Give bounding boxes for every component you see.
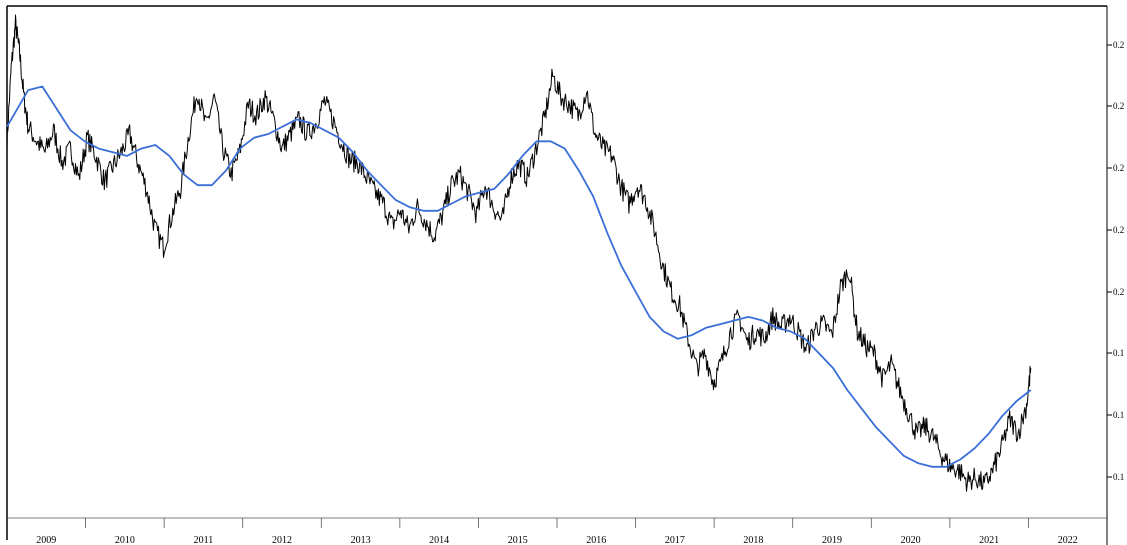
moving-average-line [6,85,1032,468]
x-tick-label: 2019 [822,535,842,545]
x-tick-label: 2021 [979,535,999,545]
x-tick-label: 2013 [351,535,371,545]
y-tick-label: 0.2 [1113,163,1124,173]
x-tick-label: 2011 [194,535,214,545]
x-tick-label: 2017 [665,535,685,545]
y-tick-label: 0.2 [1113,101,1124,111]
x-tick-label: 2010 [115,535,135,545]
x-tick-label: 2022 [1058,535,1078,545]
y-tick-label: 0.1 [1113,348,1124,358]
series-lines [6,14,1032,492]
x-tick-label: 2016 [586,535,606,545]
x-tick-label: 2018 [743,535,763,545]
y-axis-ticks: 0.2 0.2 0.2 0.2 0.2 0.1 0.1 0.1 [1107,40,1124,482]
x-axis-ticks: 2009 2010 2011 2012 2013 2014 2015 2016 2017 2018… [36,518,1078,545]
y-tick-label: 0.2 [1113,225,1124,235]
x-tick-label: 2009 [36,535,56,545]
price-line [6,14,1032,492]
y-tick-label: 0.2 [1113,287,1124,297]
x-tick-label: 2012 [272,535,292,545]
x-tick-label: 2014 [429,535,449,545]
y-tick-label: 0.2 [1113,40,1124,50]
x-tick-label: 2020 [901,535,921,545]
x-tick-label: 2015 [508,535,528,545]
y-tick-label: 0.1 [1113,410,1124,420]
y-tick-label: 0.1 [1113,472,1124,482]
